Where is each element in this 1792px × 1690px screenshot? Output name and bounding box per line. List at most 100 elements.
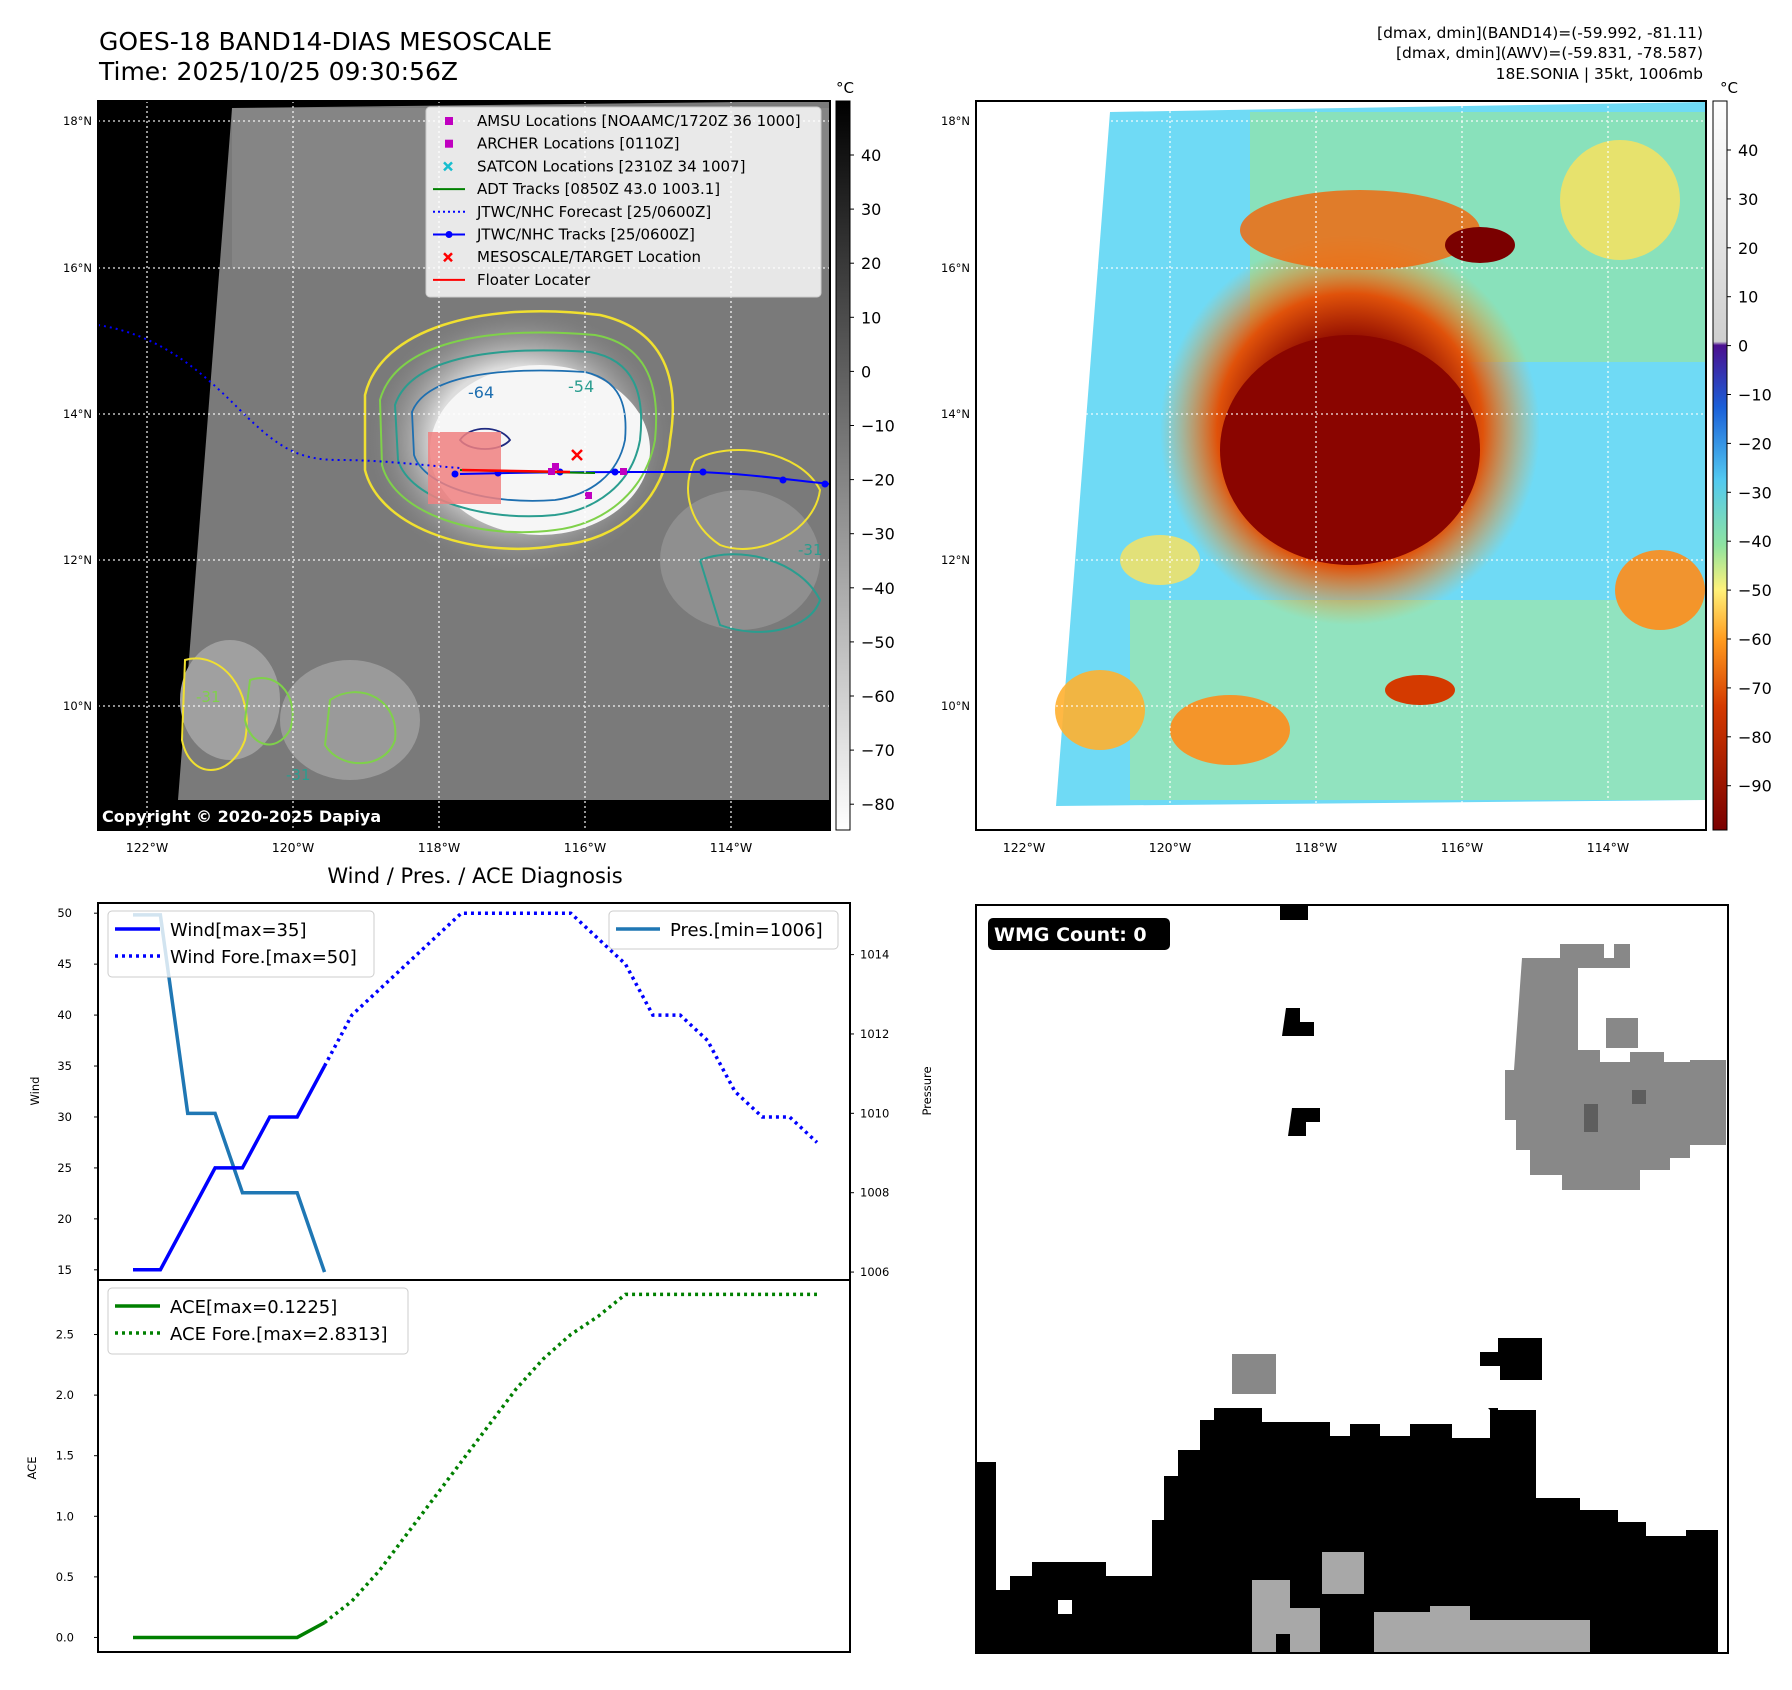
ace-legend: ACE[max=0.1225] ACE Fore.[max=2.8313] <box>107 1287 409 1355</box>
map-legend-label: ADT Tracks [0850Z 43.0 1003.1] <box>477 180 720 198</box>
pressure-tick-label: 1008 <box>860 1186 889 1200</box>
lon-tick-label: 118°W <box>418 840 460 855</box>
colorbar-tick-label: −80 <box>861 795 895 814</box>
colorbar-tick-label: −60 <box>861 687 895 706</box>
colorbar-tick-label: −60 <box>1738 630 1772 649</box>
legend-x-marker <box>443 161 453 172</box>
lat-tick-label: 18°N <box>63 114 92 128</box>
series-line-0-0 <box>133 1065 327 1272</box>
wind-tick-label: 15 <box>57 1263 72 1277</box>
lon-tick-label: 114°W <box>1587 840 1629 855</box>
map-legend-label: ARCHER Locations [0110Z] <box>477 135 680 153</box>
legend-ace: ACE[max=0.1225] <box>170 1297 337 1318</box>
legend-wind-forecast: Wind Fore.[max=50] <box>170 947 357 968</box>
colorbar-tick-label: 10 <box>861 308 881 327</box>
legend-square-marker <box>445 117 453 125</box>
colorbar-tick-label: 30 <box>861 200 881 219</box>
colorbar-tick-label: −70 <box>861 741 895 760</box>
lon-tick-label: 118°W <box>1295 840 1337 855</box>
legend-ace-forecast: ACE Fore.[max=2.8313] <box>170 1324 388 1345</box>
map-legend-label: MESOSCALE/TARGET Location <box>477 248 701 266</box>
map-legend-label: SATCON Locations [2310Z 34 1007] <box>477 157 745 175</box>
colorbar-tick-label: −10 <box>861 417 895 436</box>
contour-label: -64 <box>468 383 494 402</box>
pressure-tick-label: 1010 <box>860 1106 889 1120</box>
map-legend-entry: ADT Tracks [0850Z 43.0 1003.1] <box>433 180 720 198</box>
series-line-1-1 <box>323 1292 817 1624</box>
lat-tick-label: 16°N <box>941 261 970 275</box>
pressure-tick-label: 1012 <box>860 1027 889 1041</box>
diagnosis-title: Wind / Pres. / ACE Diagnosis <box>327 864 622 888</box>
colorbar-tick-label: 0 <box>861 362 871 381</box>
lat-tick-label: 14°N <box>941 407 970 421</box>
ace-axis-label: ACE <box>25 1457 39 1480</box>
ace-tick-label: 0.5 <box>56 1570 74 1584</box>
wind-tick-label: 20 <box>57 1212 72 1226</box>
colorbar-tick-label: −50 <box>861 633 895 652</box>
map-legend-entry: AMSU Locations [NOAAMC/1720Z 36 1000] <box>445 112 801 130</box>
map-legend-entry: JTWC/NHC Forecast [25/0600Z] <box>433 203 711 221</box>
wind-tick-label: 45 <box>57 957 72 971</box>
figure-time: Time: 2025/10/25 09:30:56Z <box>98 57 458 86</box>
map-legend-label: AMSU Locations [NOAAMC/1720Z 36 1000] <box>477 112 801 130</box>
lat-tick-label: 12°N <box>63 553 92 567</box>
series-line-0-1 <box>322 911 819 1144</box>
colorbar-tick-label: 40 <box>1738 141 1758 160</box>
colorbar-tick-label: −70 <box>1738 679 1772 698</box>
colorbar-tick-label: −90 <box>1738 777 1772 796</box>
map-legend-label: JTWC/NHC Tracks [25/0600Z] <box>476 226 695 244</box>
colorbar-tick-label: 10 <box>1738 288 1758 307</box>
contour-label: -31 <box>196 688 221 706</box>
ace-tick-label: 2.0 <box>56 1388 74 1402</box>
lon-tick-label: 114°W <box>710 840 752 855</box>
lat-tick-label: 10°N <box>63 699 92 713</box>
contour-label: -54 <box>568 377 594 396</box>
wind-tick-label: 30 <box>57 1110 72 1124</box>
colorbar-unit: °C <box>1720 79 1738 97</box>
wind-axis-label: Wind <box>28 1077 42 1106</box>
wind-tick-label: 35 <box>57 1059 72 1073</box>
colorbar-tick-label: −40 <box>861 579 895 598</box>
map-legend-entry: JTWC/NHC Tracks [25/0600Z] <box>433 226 695 244</box>
colorbar-tick-label: 40 <box>861 146 881 165</box>
colorbar-tick-label: −10 <box>1738 386 1772 405</box>
lat-tick-label: 18°N <box>941 114 970 128</box>
lat-tick-label: 14°N <box>63 407 92 421</box>
colorbar-tick-label: −30 <box>861 525 895 544</box>
map-legend-entry: ARCHER Locations [0110Z] <box>445 135 680 153</box>
legend-dot-marker <box>445 231 453 238</box>
lat-tick-label: 12°N <box>941 553 970 567</box>
series-line-1-0 <box>133 1621 326 1640</box>
colorbar-tick-label: 30 <box>1738 190 1758 209</box>
lon-tick-label: 116°W <box>564 840 606 855</box>
colorbar-tick-label: 0 <box>1738 337 1748 356</box>
map-legend-entry: Floater Locater <box>433 271 591 289</box>
wind-tick-label: 25 <box>57 1161 72 1175</box>
colorbar-tick-label: 20 <box>1738 239 1758 258</box>
ace-tick-label: 1.5 <box>56 1449 74 1463</box>
legend-wind: Wind[max=35] <box>170 920 307 941</box>
contour-label: -31 <box>286 766 311 784</box>
stats-line-2: [dmax, dmin](AWV)=(-59.831, -78.587) <box>1396 44 1703 62</box>
lat-tick-label: 16°N <box>63 261 92 275</box>
contour-label: -31 <box>798 541 823 559</box>
wmg-panel: WMG Count: 0 <box>975 904 1729 1654</box>
ir-colorbar: °C 40 30 20 10 0 −10 −20 −30 −40 −50 −60 −70 −80 −90 <box>1712 79 1772 831</box>
map-legend-label: Floater Locater <box>477 271 591 289</box>
lon-tick-label: 116°W <box>1441 840 1483 855</box>
figure-title: GOES-18 BAND14-DIAS MESOSCALE <box>99 27 552 56</box>
stats-line-1: [dmax, dmin](BAND14)=(-59.992, -81.11) <box>1377 24 1703 42</box>
colorbar-unit: °C <box>836 79 854 97</box>
map-legend-label: JTWC/NHC Forecast [25/0600Z] <box>476 203 711 221</box>
ace-tick-label: 1.0 <box>56 1509 74 1523</box>
map-legend: AMSU Locations [NOAAMC/1720Z 36 1000] ARC… <box>425 106 822 298</box>
pressure-tick-label: 1006 <box>860 1265 889 1279</box>
color-ir-map <box>975 100 1707 831</box>
pressure-legend: Pres.[min=1006] <box>608 910 839 950</box>
pressure-tick-label: 1014 <box>860 948 889 962</box>
legend-pressure: Pres.[min=1006] <box>670 920 823 941</box>
stats-line-3: 18E.SONIA | 35kt, 1006mb <box>1496 65 1703 83</box>
ace-tick-label: 2.5 <box>56 1328 74 1342</box>
lon-tick-label: 120°W <box>1149 840 1191 855</box>
